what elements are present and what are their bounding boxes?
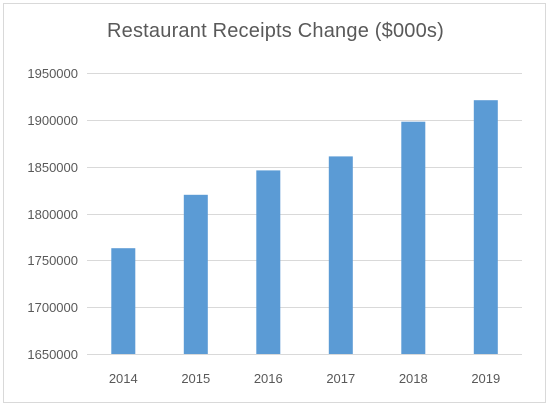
bar-2017 [328, 156, 353, 354]
y-tick-label: 1900000 [27, 113, 78, 128]
y-tick-label: 1750000 [27, 253, 78, 268]
bar-2018 [401, 121, 426, 354]
y-tick-label: 1950000 [27, 66, 78, 81]
bar-2014 [111, 248, 136, 354]
y-tick-label: 1650000 [27, 347, 78, 362]
y-tick-label: 1700000 [27, 300, 78, 315]
x-tick-label: 2016 [254, 371, 283, 386]
y-tick-label: 1850000 [27, 160, 78, 175]
bar-2019 [473, 100, 498, 354]
x-tick-label: 2014 [109, 371, 138, 386]
x-tick-label: 2015 [181, 371, 210, 386]
bar-2015 [183, 194, 208, 354]
chart-title: Restaurant Receipts Change ($000s) [107, 20, 444, 42]
x-tick-label: 2019 [471, 371, 500, 386]
y-tick-label: 1800000 [27, 207, 78, 222]
bar-2016 [256, 170, 281, 354]
x-tick-label: 2018 [399, 371, 428, 386]
x-tick-label: 2017 [326, 371, 355, 386]
